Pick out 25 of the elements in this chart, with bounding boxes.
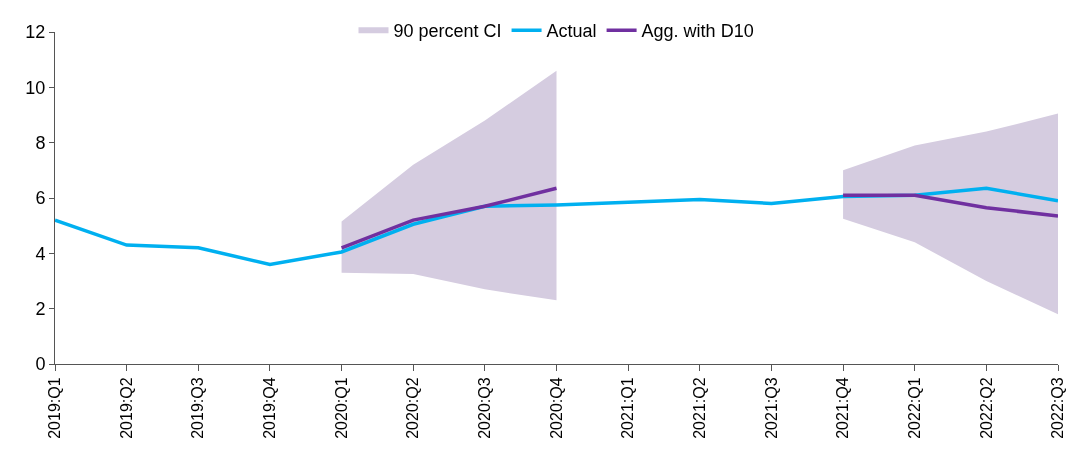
x-tick-label: 2019:Q2 (117, 377, 135, 439)
x-tick-label: 2021:Q4 (834, 377, 852, 439)
x-tick-label: 2019:Q1 (46, 377, 64, 439)
y-tick-label: 4 (35, 243, 46, 264)
y-tick-label: 0 (35, 354, 46, 375)
x-tick-label: 2019:Q4 (261, 377, 279, 439)
x-tick-label: 2021:Q1 (619, 377, 637, 439)
legend-label: 90 percent CI (393, 21, 502, 42)
legend-label: Actual (546, 21, 597, 42)
y-tick-label: 2 (35, 298, 46, 319)
x-tick-label: 2019:Q3 (189, 377, 207, 439)
y-tick-label: 12 (25, 22, 46, 43)
y-tick-label: 6 (35, 188, 46, 209)
x-tick-label: 2022:Q2 (977, 377, 995, 439)
x-tick-label: 2021:Q2 (690, 377, 708, 439)
x-tick-label: 2020:Q2 (404, 377, 422, 439)
legend-label: Agg. with D10 (641, 21, 754, 42)
x-tick-label: 2020:Q1 (332, 377, 350, 439)
x-tick-label: 2020:Q3 (476, 377, 494, 439)
x-tick-label: 2022:Q1 (905, 377, 923, 439)
y-tick-label: 8 (35, 132, 46, 153)
y-tick-label: 10 (25, 77, 46, 98)
x-tick-label: 2021:Q3 (762, 377, 780, 439)
x-tick-label: 2020:Q4 (547, 377, 565, 439)
x-tick-label: 2022:Q3 (1049, 377, 1067, 439)
